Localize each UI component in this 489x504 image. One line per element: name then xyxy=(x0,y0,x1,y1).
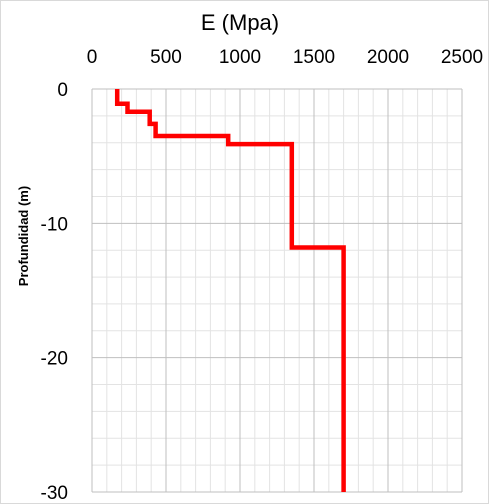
x-tick-label: 2500 xyxy=(441,47,483,68)
x-axis-title: E (Mpa) xyxy=(201,10,279,35)
y-tick-label: -20 xyxy=(41,349,68,370)
x-tick-label: 500 xyxy=(150,47,182,68)
x-tick-label: 1500 xyxy=(293,47,335,68)
y-tick-label: -10 xyxy=(41,214,68,235)
x-tick-label: 1000 xyxy=(219,47,261,68)
y-tick-labels: 0 -10 -20 -30 xyxy=(41,80,68,504)
y-tick-label: -30 xyxy=(41,483,68,504)
y-axis-title: Profundidad (m) xyxy=(16,186,31,286)
x-tick-labels: 0 500 1000 1500 2000 2500 xyxy=(87,47,483,68)
x-tick-label: 0 xyxy=(87,47,98,68)
grid xyxy=(91,88,463,493)
y-tick-label: 0 xyxy=(57,80,68,101)
series-line-0 xyxy=(114,89,346,492)
x-tick-label: 2000 xyxy=(367,47,409,68)
series-group xyxy=(114,89,346,492)
